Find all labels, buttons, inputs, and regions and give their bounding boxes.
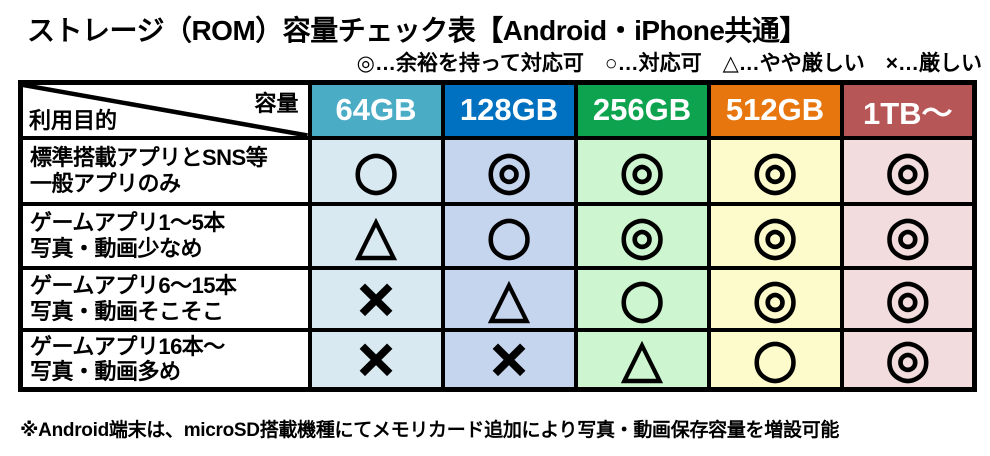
rating-cell: ◎ [839, 327, 977, 392]
rating-cell: ○ [307, 135, 445, 206]
corner-label-capacity: 容量 [254, 91, 299, 116]
rating-cell: ◎ [573, 201, 711, 270]
rating-cell: ◎ [706, 201, 844, 270]
rating-cell: △ [440, 265, 578, 332]
column-header-512gb: 512GB [706, 80, 844, 140]
purpose-line: 標準搭載アプリとSNS等 [30, 144, 268, 170]
rating-cell: × [307, 265, 445, 332]
rating-cell: ◎ [839, 265, 977, 332]
rating-cell: ◎ [440, 135, 578, 206]
rating-legend: ◎…余裕を持って対応可 ○…対応可 △…やや厳しい ×…厳しい [356, 52, 982, 75]
corner-label-purpose: 利用目的 [29, 107, 118, 133]
rating-cell: ◎ [839, 135, 977, 206]
rating-cell: △ [307, 201, 445, 270]
rating-cell: ◎ [839, 201, 977, 270]
column-header-64gb: 64GB [307, 80, 445, 140]
purpose-line: 写真・動画多め [30, 359, 181, 385]
purpose-cell: ゲームアプリ6～15本 写真・動画そこそこ [18, 265, 312, 332]
rating-cell: ◎ [706, 135, 844, 206]
rating-cell: × [307, 327, 445, 392]
purpose-line: 一般アプリのみ [30, 170, 181, 196]
column-header-1tb: 1TB～ [839, 80, 977, 140]
rating-cell: ○ [706, 327, 844, 392]
column-header-128gb: 128GB [440, 80, 578, 140]
page-title: ストレージ（ROM）容量チェック表【Android・iPhone共通】 [27, 15, 807, 46]
purpose-line: ゲームアプリ16本～ [30, 333, 225, 359]
corner-header-cell: 容量 利用目的 [18, 80, 312, 140]
purpose-line: ゲームアプリ6～15本 [30, 272, 237, 298]
rating-cell: ◎ [706, 265, 844, 332]
rating-cell: ◎ [573, 135, 711, 206]
purpose-cell: 標準搭載アプリとSNS等 一般アプリのみ [18, 135, 312, 206]
purpose-cell: ゲームアプリ16本～ 写真・動画多め [18, 327, 312, 392]
table-row-games-6-15: ゲームアプリ6～15本 写真・動画そこそこ × △ ○ ◎ ◎ [18, 265, 977, 332]
table-row-games-1-5: ゲームアプリ1～5本 写真・動画少なめ △ ○ ◎ ◎ ◎ [18, 201, 977, 270]
table-row-games-16plus: ゲームアプリ16本～ 写真・動画多め × × △ ○ ◎ [18, 327, 977, 392]
diagonal-divider-line [23, 85, 308, 136]
header-row: 容量 利用目的 64GB 128GB 256GB 512GB 1TB～ [18, 80, 977, 140]
purpose-line: 写真・動画少なめ [30, 235, 203, 261]
footnote: ※Android端末は、microSD搭載機種にてメモリカード追加により写真・動… [20, 420, 840, 441]
purpose-line: ゲームアプリ1～5本 [30, 209, 225, 235]
rating-cell: ○ [440, 201, 578, 270]
table-row-standard-apps: 標準搭載アプリとSNS等 一般アプリのみ ○ ◎ ◎ ◎ ◎ [18, 135, 977, 206]
storage-capacity-table: 容量 利用目的 64GB 128GB 256GB 512GB 1TB～ 標準搭載… [18, 80, 977, 393]
rating-cell: × [440, 327, 578, 392]
rating-cell: ○ [573, 265, 711, 332]
purpose-cell: ゲームアプリ1～5本 写真・動画少なめ [18, 201, 312, 270]
purpose-line: 写真・動画そこそこ [30, 298, 224, 324]
column-header-256gb: 256GB [573, 80, 711, 140]
rating-cell: △ [573, 327, 711, 392]
